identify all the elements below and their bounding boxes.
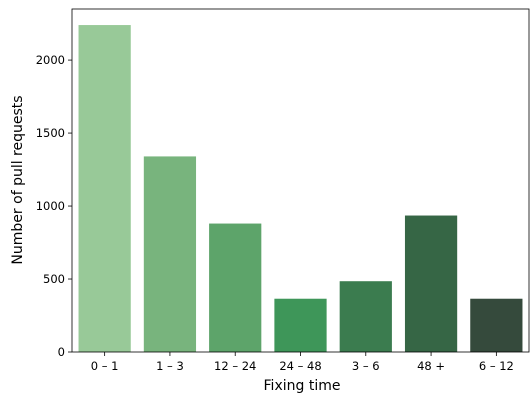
x-tick-label-5: 48 + (417, 359, 445, 373)
bar-5 (404, 215, 458, 352)
bar-3 (274, 298, 327, 352)
x-tick-label-3: 24 – 48 (279, 359, 321, 373)
x-tick-label-1: 1 – 3 (156, 359, 184, 373)
y-tick-label-4: 2000 (36, 53, 65, 67)
ticks-layer: 0 – 1 1 – 3 12 – 24 24 – 48 3 – 6 48 + 6 – 12 0… (36, 53, 514, 373)
y-tick-label-0: 0 (58, 345, 65, 359)
x-axis-label: Fixing time (264, 378, 341, 394)
x-tick-label-2: 12 – 24 (214, 359, 256, 373)
x-tick-label-6: 6 – 12 (479, 359, 514, 373)
bar-2 (209, 223, 262, 352)
y-tick-label-1: 500 (43, 272, 65, 286)
x-tick-label-4: 3 – 6 (352, 359, 380, 373)
y-axis-label: Number of pull requests (10, 95, 26, 264)
bar-0 (78, 25, 131, 352)
bar-1 (143, 156, 197, 352)
y-tick-label-3: 1500 (36, 126, 65, 140)
bar-6 (470, 298, 523, 352)
x-tick-label-0: 0 – 1 (91, 359, 119, 373)
bars-layer (78, 25, 523, 352)
bar-4 (339, 281, 392, 352)
y-tick-label-2: 1000 (36, 199, 65, 213)
